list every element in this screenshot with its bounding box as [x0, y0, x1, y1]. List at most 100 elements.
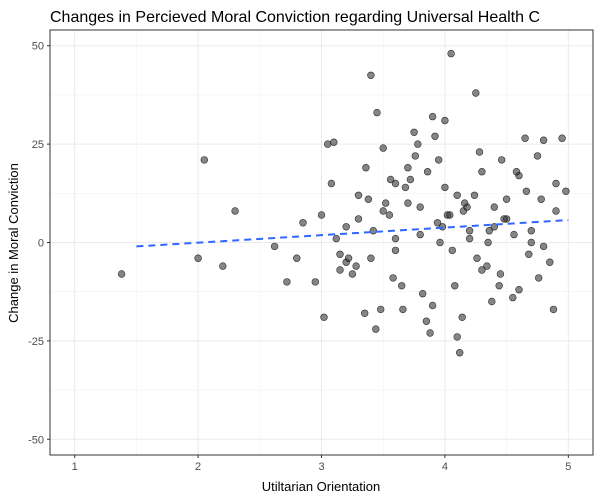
data-point	[478, 266, 486, 274]
data-point	[379, 144, 387, 152]
data-point	[194, 254, 202, 262]
data-point	[219, 262, 227, 270]
data-point	[558, 134, 566, 142]
data-point	[344, 254, 353, 262]
data-point	[426, 329, 434, 337]
data-point	[515, 286, 523, 294]
data-point	[401, 183, 410, 192]
data-point	[488, 297, 496, 306]
data-point	[364, 195, 373, 203]
data-point	[502, 195, 511, 203]
data-point	[495, 282, 503, 290]
data-point	[431, 132, 439, 141]
data-point	[447, 49, 455, 58]
y-axis-label: Change in Moral Conviction	[6, 163, 21, 323]
data-point	[283, 278, 291, 286]
data-point	[546, 258, 554, 266]
data-point	[385, 211, 394, 219]
data-point	[478, 168, 486, 176]
data-point	[446, 211, 454, 219]
data-point	[117, 270, 126, 278]
data-point	[373, 108, 381, 117]
data-point	[484, 238, 492, 247]
data-point	[362, 164, 370, 172]
y-tick-label: -25	[28, 336, 44, 348]
data-point	[423, 168, 432, 176]
data-point	[419, 290, 427, 298]
data-point	[398, 282, 406, 290]
data-point	[539, 136, 548, 144]
data-point	[293, 254, 301, 262]
data-point	[352, 262, 360, 270]
data-point	[509, 293, 517, 302]
x-tick-label: 5	[565, 461, 571, 473]
y-tick-label: 0	[38, 238, 44, 250]
data-point	[320, 313, 328, 321]
data-point	[435, 156, 443, 164]
fit-line-group	[136, 219, 569, 248]
data-point	[490, 203, 498, 211]
data-point	[311, 278, 319, 286]
data-point	[498, 156, 506, 164]
data-point	[470, 191, 479, 200]
y-tick-label: -50	[28, 434, 44, 446]
data-point	[354, 215, 363, 223]
y-tick-label: 50	[32, 41, 44, 53]
data-point	[391, 179, 400, 188]
data-point	[473, 254, 481, 262]
data-point	[458, 313, 466, 321]
data-point	[433, 219, 442, 227]
data-point	[404, 164, 412, 172]
x-axis-label: Utiltarian Orientation	[262, 479, 381, 494]
data-point	[382, 199, 390, 207]
x-tick-label: 1	[72, 461, 78, 473]
data-point	[336, 250, 344, 259]
data-point	[448, 246, 456, 255]
data-point	[332, 234, 340, 243]
data-point	[336, 266, 344, 274]
data-point	[327, 179, 336, 188]
data-point	[522, 187, 531, 196]
data-point	[379, 207, 387, 215]
data-point	[534, 274, 543, 282]
y-axis-ticks: -50 -25 0 25 50	[28, 41, 50, 446]
data-points	[117, 49, 570, 357]
data-point	[361, 309, 369, 317]
data-point	[354, 191, 363, 200]
data-point	[510, 230, 518, 239]
chart-title: Changes in Percieved Moral Conviction re…	[50, 9, 540, 26]
data-point	[453, 191, 461, 200]
data-point	[391, 234, 400, 243]
data-point	[527, 227, 535, 235]
data-point	[367, 254, 375, 262]
data-point	[377, 305, 385, 314]
data-point	[317, 211, 326, 219]
data-point	[549, 305, 558, 314]
data-point	[441, 183, 449, 192]
data-point	[562, 187, 570, 196]
data-point	[411, 152, 419, 160]
data-point	[416, 230, 424, 239]
data-point	[270, 242, 279, 251]
x-tick-label: 3	[318, 461, 324, 473]
data-point	[456, 349, 464, 357]
data-point	[461, 199, 469, 207]
data-point	[231, 207, 239, 215]
y-tick-label: 25	[32, 139, 44, 151]
data-point	[367, 71, 375, 80]
data-point	[521, 134, 529, 142]
data-point	[422, 317, 431, 325]
plot-area	[49, 29, 594, 456]
x-axis-ticks: 1 2 3 4 5	[72, 455, 571, 473]
data-point	[552, 179, 560, 188]
data-point	[496, 270, 505, 278]
data-point	[465, 227, 474, 235]
data-point	[512, 168, 521, 176]
data-point	[539, 242, 548, 251]
data-point	[465, 234, 474, 243]
data-point	[441, 116, 449, 125]
data-point	[330, 138, 338, 146]
data-point	[369, 227, 377, 235]
data-point	[348, 270, 357, 278]
data-point	[414, 140, 422, 148]
